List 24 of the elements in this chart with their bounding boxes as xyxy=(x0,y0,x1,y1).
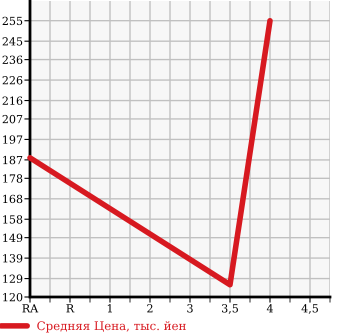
x-tick-label: 3 xyxy=(187,304,193,313)
y-tick-label: 207 xyxy=(2,114,22,124)
y-tick-label: 255 xyxy=(2,16,22,26)
y-tick-label: 187 xyxy=(3,156,22,164)
y-tick-label: 178 xyxy=(3,174,22,183)
y-tick-label: 245 xyxy=(2,37,22,46)
y-tick-label: 139 xyxy=(3,254,22,262)
y-tick-label: 197 xyxy=(3,135,22,144)
y-tick-label: 168 xyxy=(3,194,22,204)
x-tick-label: 3,5 xyxy=(222,304,238,314)
y-tick-label: 129 xyxy=(3,274,22,283)
x-tick-label: R xyxy=(66,304,74,312)
x-tick-label: 4 xyxy=(266,304,273,312)
x-tick-label: 4,5 xyxy=(302,304,318,314)
y-tick-label: 158 xyxy=(3,215,22,224)
y-tick-label: 216 xyxy=(2,96,22,105)
legend-label: Средняя Цена, тыс. йен xyxy=(37,321,186,332)
y-tick-label: 236 xyxy=(2,56,22,64)
y-tick-label: 149 xyxy=(3,234,22,242)
x-tick-label: 1 xyxy=(108,304,112,312)
x-tick-label: RA xyxy=(22,304,38,312)
x-tick-label: 2 xyxy=(147,304,152,312)
y-tick-label: 226 xyxy=(2,76,22,84)
y-tick-label: 120 xyxy=(3,292,22,302)
